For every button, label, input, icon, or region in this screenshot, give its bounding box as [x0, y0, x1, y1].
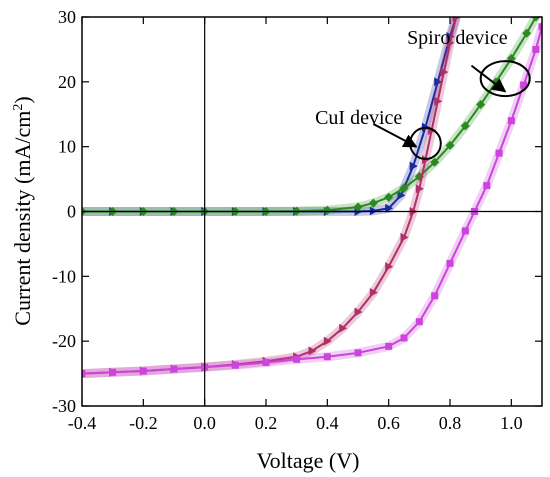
data-point: [452, 17, 461, 22]
data-point: [322, 205, 332, 215]
data-point: [446, 38, 455, 48]
annotations-layer: Spiro device CuI device: [315, 27, 531, 160]
data-point: [476, 100, 486, 110]
annotation-2: CuI device: [315, 107, 442, 160]
data-point: [507, 117, 515, 125]
data-point: [415, 318, 423, 326]
data-point: [415, 184, 424, 194]
data-point: [339, 323, 348, 333]
y-tick-label: 20: [58, 72, 76, 92]
x-tick-label: 0.4: [316, 413, 339, 433]
data-point: [532, 45, 540, 53]
data-point: [109, 368, 117, 376]
y-tick-label: -10: [52, 266, 76, 286]
data-point: [460, 121, 470, 131]
data-point: [520, 81, 528, 89]
x-tick-label: -0.4: [68, 413, 97, 433]
data-point: [400, 232, 409, 242]
x-axis-title: Voltage (V): [257, 448, 360, 473]
data-point: [384, 192, 394, 202]
data-point: [431, 292, 439, 300]
data-point: [399, 183, 409, 193]
annotation-ellipse: [479, 60, 531, 98]
series-4-line: [82, 26, 542, 375]
data-point: [231, 361, 239, 369]
data-point: [400, 334, 408, 342]
data-point: [323, 353, 331, 361]
data-point: [323, 336, 332, 346]
y-tick-label: 0: [67, 202, 76, 222]
annotation-label: CuI device: [315, 107, 402, 129]
data-point: [369, 206, 378, 216]
y-tick-label: 10: [58, 137, 76, 157]
data-point: [446, 259, 454, 267]
data-point: [385, 342, 393, 350]
data-point: [369, 288, 378, 298]
y-axis-title: Current density (mA/cm2): [10, 96, 35, 325]
data-point: [522, 28, 532, 38]
data-point: [430, 157, 440, 167]
x-tick-label: 0.6: [377, 413, 400, 433]
data-point: [385, 203, 394, 213]
data-point: [434, 96, 443, 106]
y-axis-title-main: Current density (mA/cm: [10, 111, 35, 326]
data-point: [293, 355, 301, 363]
data-point: [385, 262, 394, 272]
data-point: [483, 182, 491, 190]
series-layer: [82, 17, 542, 379]
data-point: [461, 227, 469, 235]
data-point: [434, 77, 443, 87]
data-point: [82, 370, 86, 378]
x-tick-label: 0.2: [255, 413, 278, 433]
y-axis-title-superscript: 2: [11, 104, 26, 111]
data-point: [170, 365, 178, 373]
data-point: [354, 349, 362, 357]
y-tick-label: -30: [52, 396, 76, 416]
x-tick-label: -0.2: [129, 413, 158, 433]
data-point: [495, 149, 503, 157]
axes-layer: -0.4 -0.2 0.0 0.2 0.4 0.6 0.8 1.0 -30 -20 -10 0 10 20…: [52, 7, 543, 433]
annotation-label: Spiro device: [407, 27, 508, 49]
data-point: [262, 359, 270, 367]
data-point: [446, 31, 455, 41]
y-tick-label: -20: [52, 331, 76, 351]
data-point: [397, 190, 406, 200]
series-4: [82, 22, 542, 379]
data-point: [139, 367, 147, 375]
annotation-arrow: [470, 64, 507, 93]
data-point: [409, 161, 418, 171]
data-point: [531, 17, 541, 22]
x-tick-label: 0.0: [193, 413, 216, 433]
x-tick-label: 0.8: [439, 413, 462, 433]
y-axis-title-close: ): [10, 96, 35, 103]
data-point: [440, 67, 449, 77]
data-point: [538, 23, 542, 31]
y-tick-label: 30: [58, 7, 76, 27]
data-point: [354, 307, 363, 317]
data-point: [368, 198, 378, 208]
annotation-arrow: [372, 123, 418, 148]
x-tick-label: 1.0: [500, 413, 523, 433]
data-point: [445, 140, 455, 150]
series-4-halo: [82, 22, 542, 379]
annotation-1: Spiro device: [407, 27, 531, 98]
data-point: [308, 346, 317, 356]
data-point: [353, 202, 363, 212]
